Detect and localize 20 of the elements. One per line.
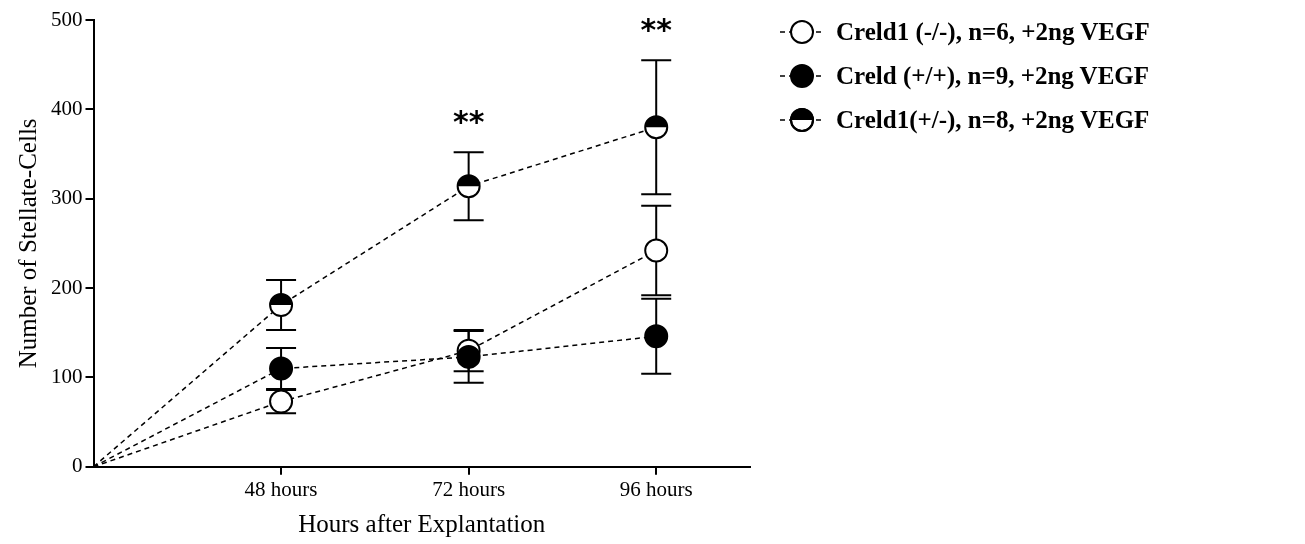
x-axis-title: Hours after Explantation xyxy=(298,509,546,537)
annotation: ** xyxy=(452,104,485,140)
y-tick-label: 200 xyxy=(51,274,83,299)
annotation: ** xyxy=(640,12,673,48)
y-tick-label: 300 xyxy=(51,185,83,210)
x-tick-label: 72 hours xyxy=(432,476,506,501)
legend-label: Creld (+/+), n=9, +2ng VEGF xyxy=(836,62,1150,90)
point xyxy=(269,356,294,381)
legend-label: Creld1(+/-), n=8, +2ng VEGF xyxy=(836,106,1150,134)
point xyxy=(644,238,669,263)
y-tick-label: 500 xyxy=(51,6,83,31)
y-axis-title: Number of Stellate-Cells xyxy=(13,118,41,369)
point xyxy=(644,324,669,349)
point xyxy=(456,344,481,369)
y-tick-label: 400 xyxy=(51,95,83,120)
x-tick-label: 96 hours xyxy=(619,476,693,501)
y-tick-label: 100 xyxy=(51,363,83,388)
y-tick-label: 0 xyxy=(72,453,83,478)
legend-label: Creld1 (-/-), n=6, +2ng VEGF xyxy=(836,18,1150,46)
x-tick-label: 48 hours xyxy=(244,476,318,501)
